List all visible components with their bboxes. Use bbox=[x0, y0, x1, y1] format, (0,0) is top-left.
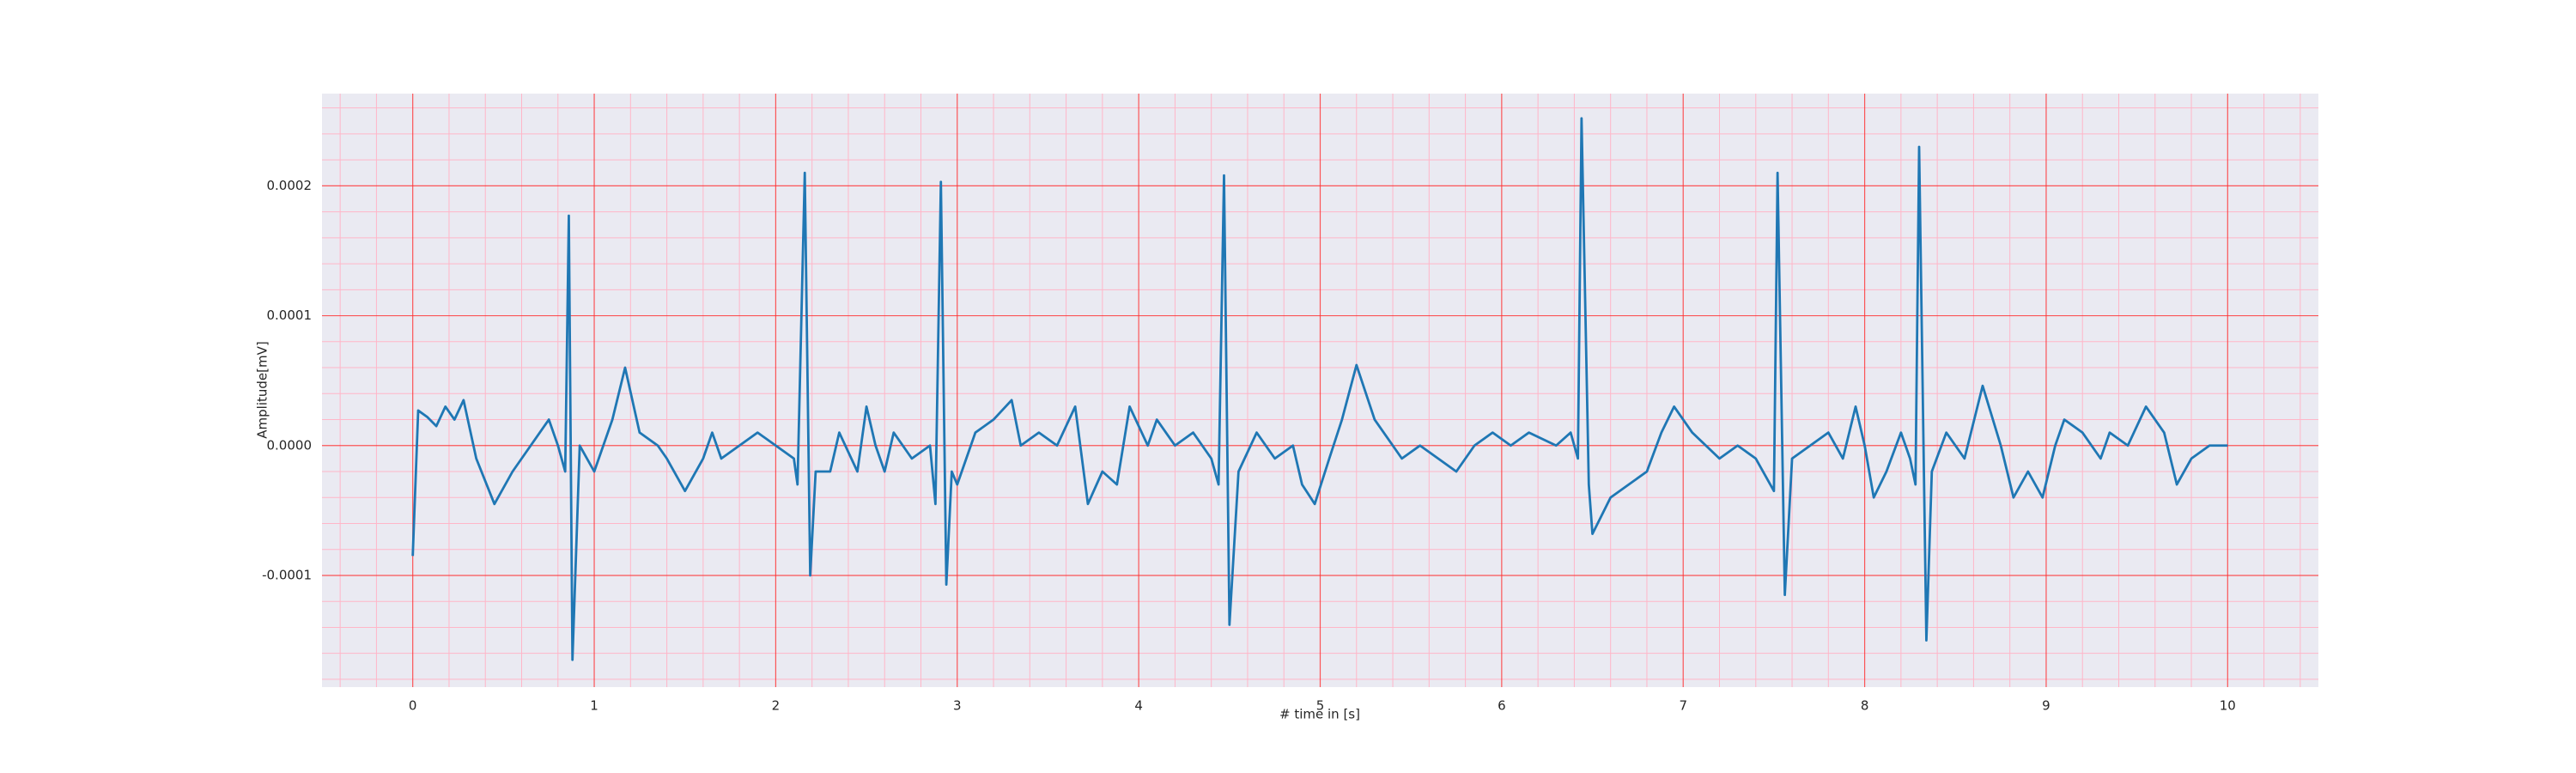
y-tick-label: 0.0001 bbox=[267, 307, 313, 323]
y-tick-label: 0.0000 bbox=[267, 437, 313, 453]
grid bbox=[322, 94, 2318, 687]
x-tick-label: 3 bbox=[953, 698, 962, 714]
marks bbox=[411, 117, 2228, 661]
x-tick-label: 1 bbox=[590, 698, 598, 714]
y-tick-label: -0.0001 bbox=[262, 567, 312, 582]
x-tick-label: 2 bbox=[772, 698, 781, 714]
signal-line bbox=[411, 117, 2228, 661]
x-tick-label: 9 bbox=[2042, 698, 2050, 714]
x-tick-label: 10 bbox=[2220, 698, 2236, 714]
x-tick-label: 5 bbox=[1316, 698, 1325, 714]
x-tick-label: 0 bbox=[409, 698, 417, 714]
y-tick-label: 0.0002 bbox=[267, 178, 313, 193]
x-tick-label: 8 bbox=[1861, 698, 1869, 714]
x-tick-label: 4 bbox=[1134, 698, 1143, 714]
y-axis-label: Amplitude[mV] bbox=[255, 341, 270, 438]
x-axis-label: # time in [s] bbox=[1279, 707, 1360, 722]
x-tick-label: 7 bbox=[1679, 698, 1687, 714]
x-tick-label: 6 bbox=[1498, 698, 1506, 714]
